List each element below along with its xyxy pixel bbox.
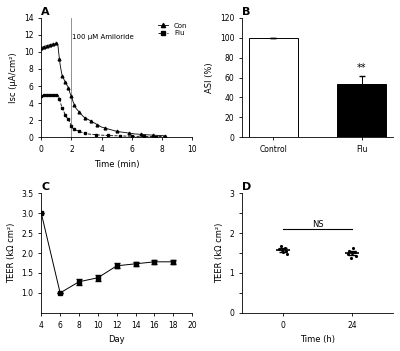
Legend: Con, Flu: Con, Flu [156, 21, 189, 37]
Y-axis label: TEER (kΩ cm²): TEER (kΩ cm²) [7, 223, 16, 283]
Point [352, 250, 358, 255]
Y-axis label: TEER (kΩ cm²): TEER (kΩ cm²) [215, 223, 224, 283]
Text: **: ** [357, 62, 366, 73]
Y-axis label: ASI (%): ASI (%) [205, 62, 214, 93]
Y-axis label: Isc (μA/cm²): Isc (μA/cm²) [10, 52, 18, 103]
Bar [338, 84, 386, 137]
X-axis label: Day: Day [108, 335, 125, 344]
X-axis label: Time (min): Time (min) [94, 160, 140, 168]
Point [283, 248, 289, 254]
Text: NS: NS [312, 220, 323, 229]
Point [279, 247, 285, 253]
Point [284, 251, 290, 257]
Text: A: A [41, 7, 50, 17]
Point [277, 243, 284, 249]
Point [344, 251, 351, 257]
Point [353, 253, 359, 259]
X-axis label: Time (h): Time (h) [300, 335, 335, 344]
Point [347, 255, 354, 261]
Point [349, 250, 355, 256]
Text: 100 μM Amiloride: 100 μM Amiloride [72, 34, 134, 40]
Point [282, 245, 288, 251]
Point [280, 250, 286, 255]
Text: B: B [242, 7, 250, 17]
Point [276, 246, 282, 252]
Point [346, 248, 352, 254]
Bar [249, 38, 298, 137]
Text: D: D [242, 183, 251, 192]
Text: C: C [41, 183, 49, 192]
Point [350, 245, 356, 251]
